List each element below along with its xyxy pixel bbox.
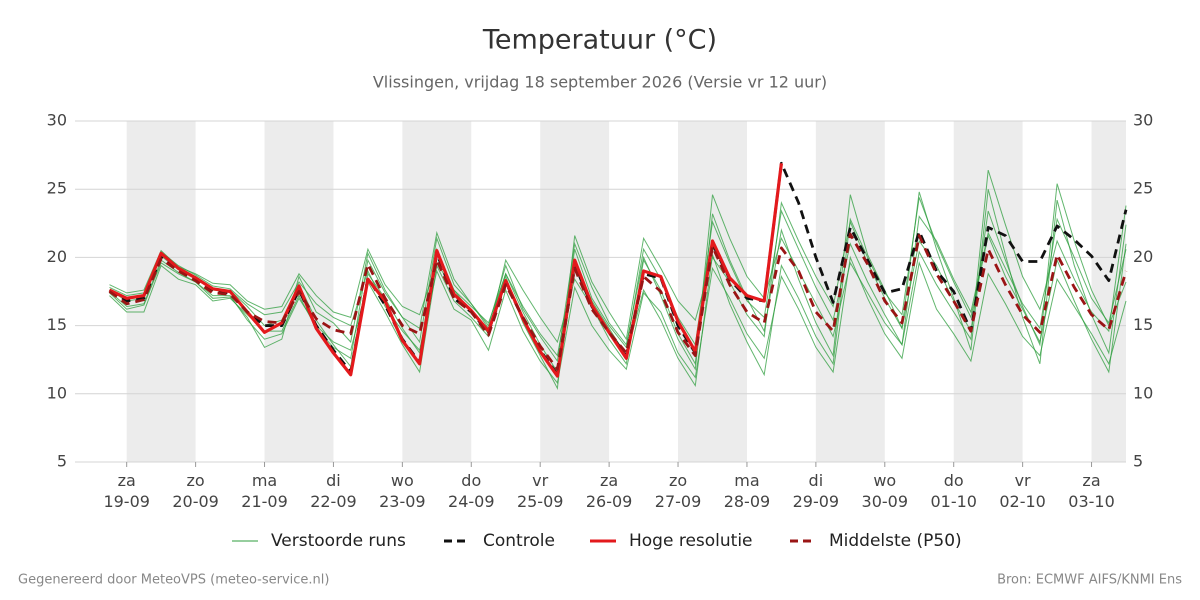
x-tick-label: ma 28-09 xyxy=(723,471,771,511)
x-tick-label: zo 20-09 xyxy=(172,471,219,511)
day-band xyxy=(953,121,1023,462)
x-tick-label: di 29-09 xyxy=(792,471,840,511)
x-tick-label: wo 30-09 xyxy=(861,471,909,511)
chart-subtitle: Vlissingen, vrijdag 18 september 2026 (V… xyxy=(373,73,827,92)
footer-left: Gegenereerd door MeteoVPS (meteo-service… xyxy=(18,573,329,588)
y-tick-label: 15 xyxy=(47,315,67,334)
day-band xyxy=(678,121,747,462)
x-tick-label: zo 27-09 xyxy=(654,471,702,511)
y-tick-label: 5 xyxy=(57,452,67,471)
x-tick-label: vr 02-10 xyxy=(999,471,1046,511)
day-band xyxy=(815,121,885,462)
legend-label: Middelste (P50) xyxy=(829,531,962,551)
legend-label: Hoge resolutie xyxy=(629,531,753,551)
x-tick-label: ma 21-09 xyxy=(241,471,288,511)
legend-label: Controle xyxy=(483,531,555,551)
series-line xyxy=(108,232,1128,371)
ensemble-line xyxy=(109,209,1127,374)
y2-tick-label: 30 xyxy=(1133,111,1153,130)
x-tick-label: do 01-10 xyxy=(930,471,977,511)
y-tick-label: 30 xyxy=(47,111,67,130)
y2-tick-label: 25 xyxy=(1133,179,1153,198)
x-tick-label: wo 23-09 xyxy=(379,471,426,511)
x-tick-label: vr 25-09 xyxy=(516,471,564,511)
series-line xyxy=(108,163,783,378)
x-tick-label: do 24-09 xyxy=(448,471,495,511)
y2-tick-label: 5 xyxy=(1133,452,1143,471)
x-tick-label: za 19-09 xyxy=(103,471,150,511)
y-tick-label: 20 xyxy=(47,247,67,266)
day-band xyxy=(540,121,610,462)
x-tick-label: di 22-09 xyxy=(310,471,357,511)
y-tick-label: 25 xyxy=(47,179,67,198)
y2-tick-label: 10 xyxy=(1133,383,1153,402)
chart-title: Temperatuur (°C) xyxy=(482,25,717,56)
legend-label: Verstoorde runs xyxy=(271,531,406,551)
day-band xyxy=(1091,121,1126,462)
x-tick-label: za 03-10 xyxy=(1068,471,1115,511)
y2-tick-label: 15 xyxy=(1133,315,1153,334)
y2-tick-label: 20 xyxy=(1133,247,1153,266)
day-band xyxy=(402,121,472,462)
x-tick-label: za 26-09 xyxy=(585,471,633,511)
ensemble-line xyxy=(109,169,1127,366)
ensemble-line xyxy=(109,251,1127,385)
y-tick-label: 10 xyxy=(47,383,67,402)
footer-right: Bron: ECMWF AIFS/KNMI Ens xyxy=(997,573,1182,588)
